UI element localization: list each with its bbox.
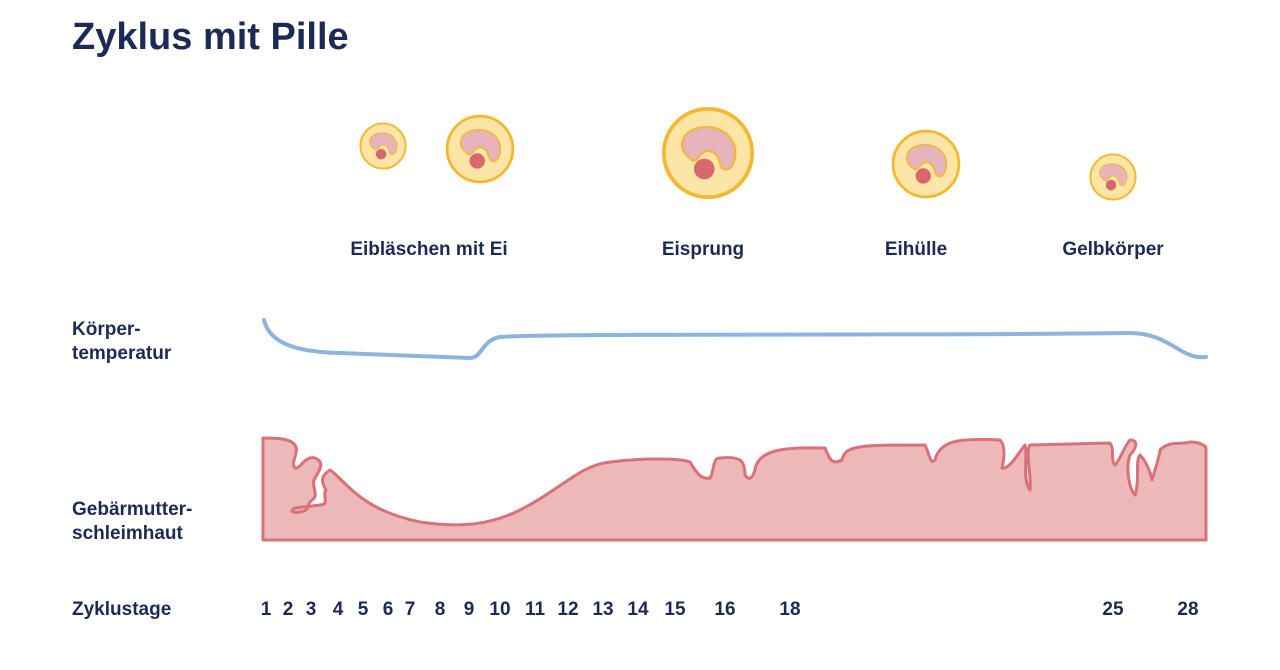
stage-label-ovulation: Eisprung (661, 239, 745, 260)
cycle-day-7: 7 (404, 599, 416, 620)
cycle-day-9: 9 (463, 599, 475, 620)
cycle-day-3: 3 (305, 599, 317, 620)
cycle-day-11: 11 (524, 599, 546, 620)
cycle-day-2: 2 (282, 599, 294, 620)
cycle-day-6: 6 (382, 599, 394, 620)
cycle-day-28: 28 (1177, 599, 1199, 620)
egg-shell-icon (891, 129, 961, 199)
label-line: Körper- (72, 319, 141, 340)
follicle-large-icon (661, 106, 755, 200)
endometrium-label: Gebärmutter- schleimhaut (72, 498, 192, 546)
cycle-day-13: 13 (592, 599, 614, 620)
follicle-small-icon (359, 122, 407, 170)
cycle-day-5: 5 (357, 599, 369, 620)
follicle-medium-icon (445, 114, 515, 184)
stage-label-egg-shell: Eihülle (884, 239, 948, 260)
page-title: Zyklus mit Pille (72, 16, 349, 58)
endometrium-shape (261, 436, 1208, 542)
cycle-day-12: 12 (557, 599, 579, 620)
cycle-day-18: 18 (779, 599, 801, 620)
stage-label-follicle: Eibläschen mit Ei (350, 239, 508, 260)
cycle-day-16: 16 (714, 599, 736, 620)
cycle-day-10: 10 (489, 599, 511, 620)
stage-label-corpus-luteum: Gelbkörper (1062, 239, 1164, 260)
cycle-day-15: 15 (664, 599, 686, 620)
cycle-days-label: Zyklustage (72, 599, 172, 620)
temperature-label: Körper- temperatur (72, 318, 171, 366)
temperature-curve (262, 318, 1208, 361)
cycle-day-8: 8 (434, 599, 446, 620)
label-line: Gebärmutter- (72, 499, 193, 520)
cycle-day-4: 4 (332, 599, 344, 620)
label-line: schleimhaut (72, 523, 183, 544)
cycle-day-14: 14 (627, 599, 649, 620)
cycle-day-25: 25 (1102, 599, 1124, 620)
label-line: temperatur (72, 343, 172, 364)
corpus-luteum-icon (1089, 153, 1137, 201)
cycle-day-1: 1 (260, 599, 272, 620)
